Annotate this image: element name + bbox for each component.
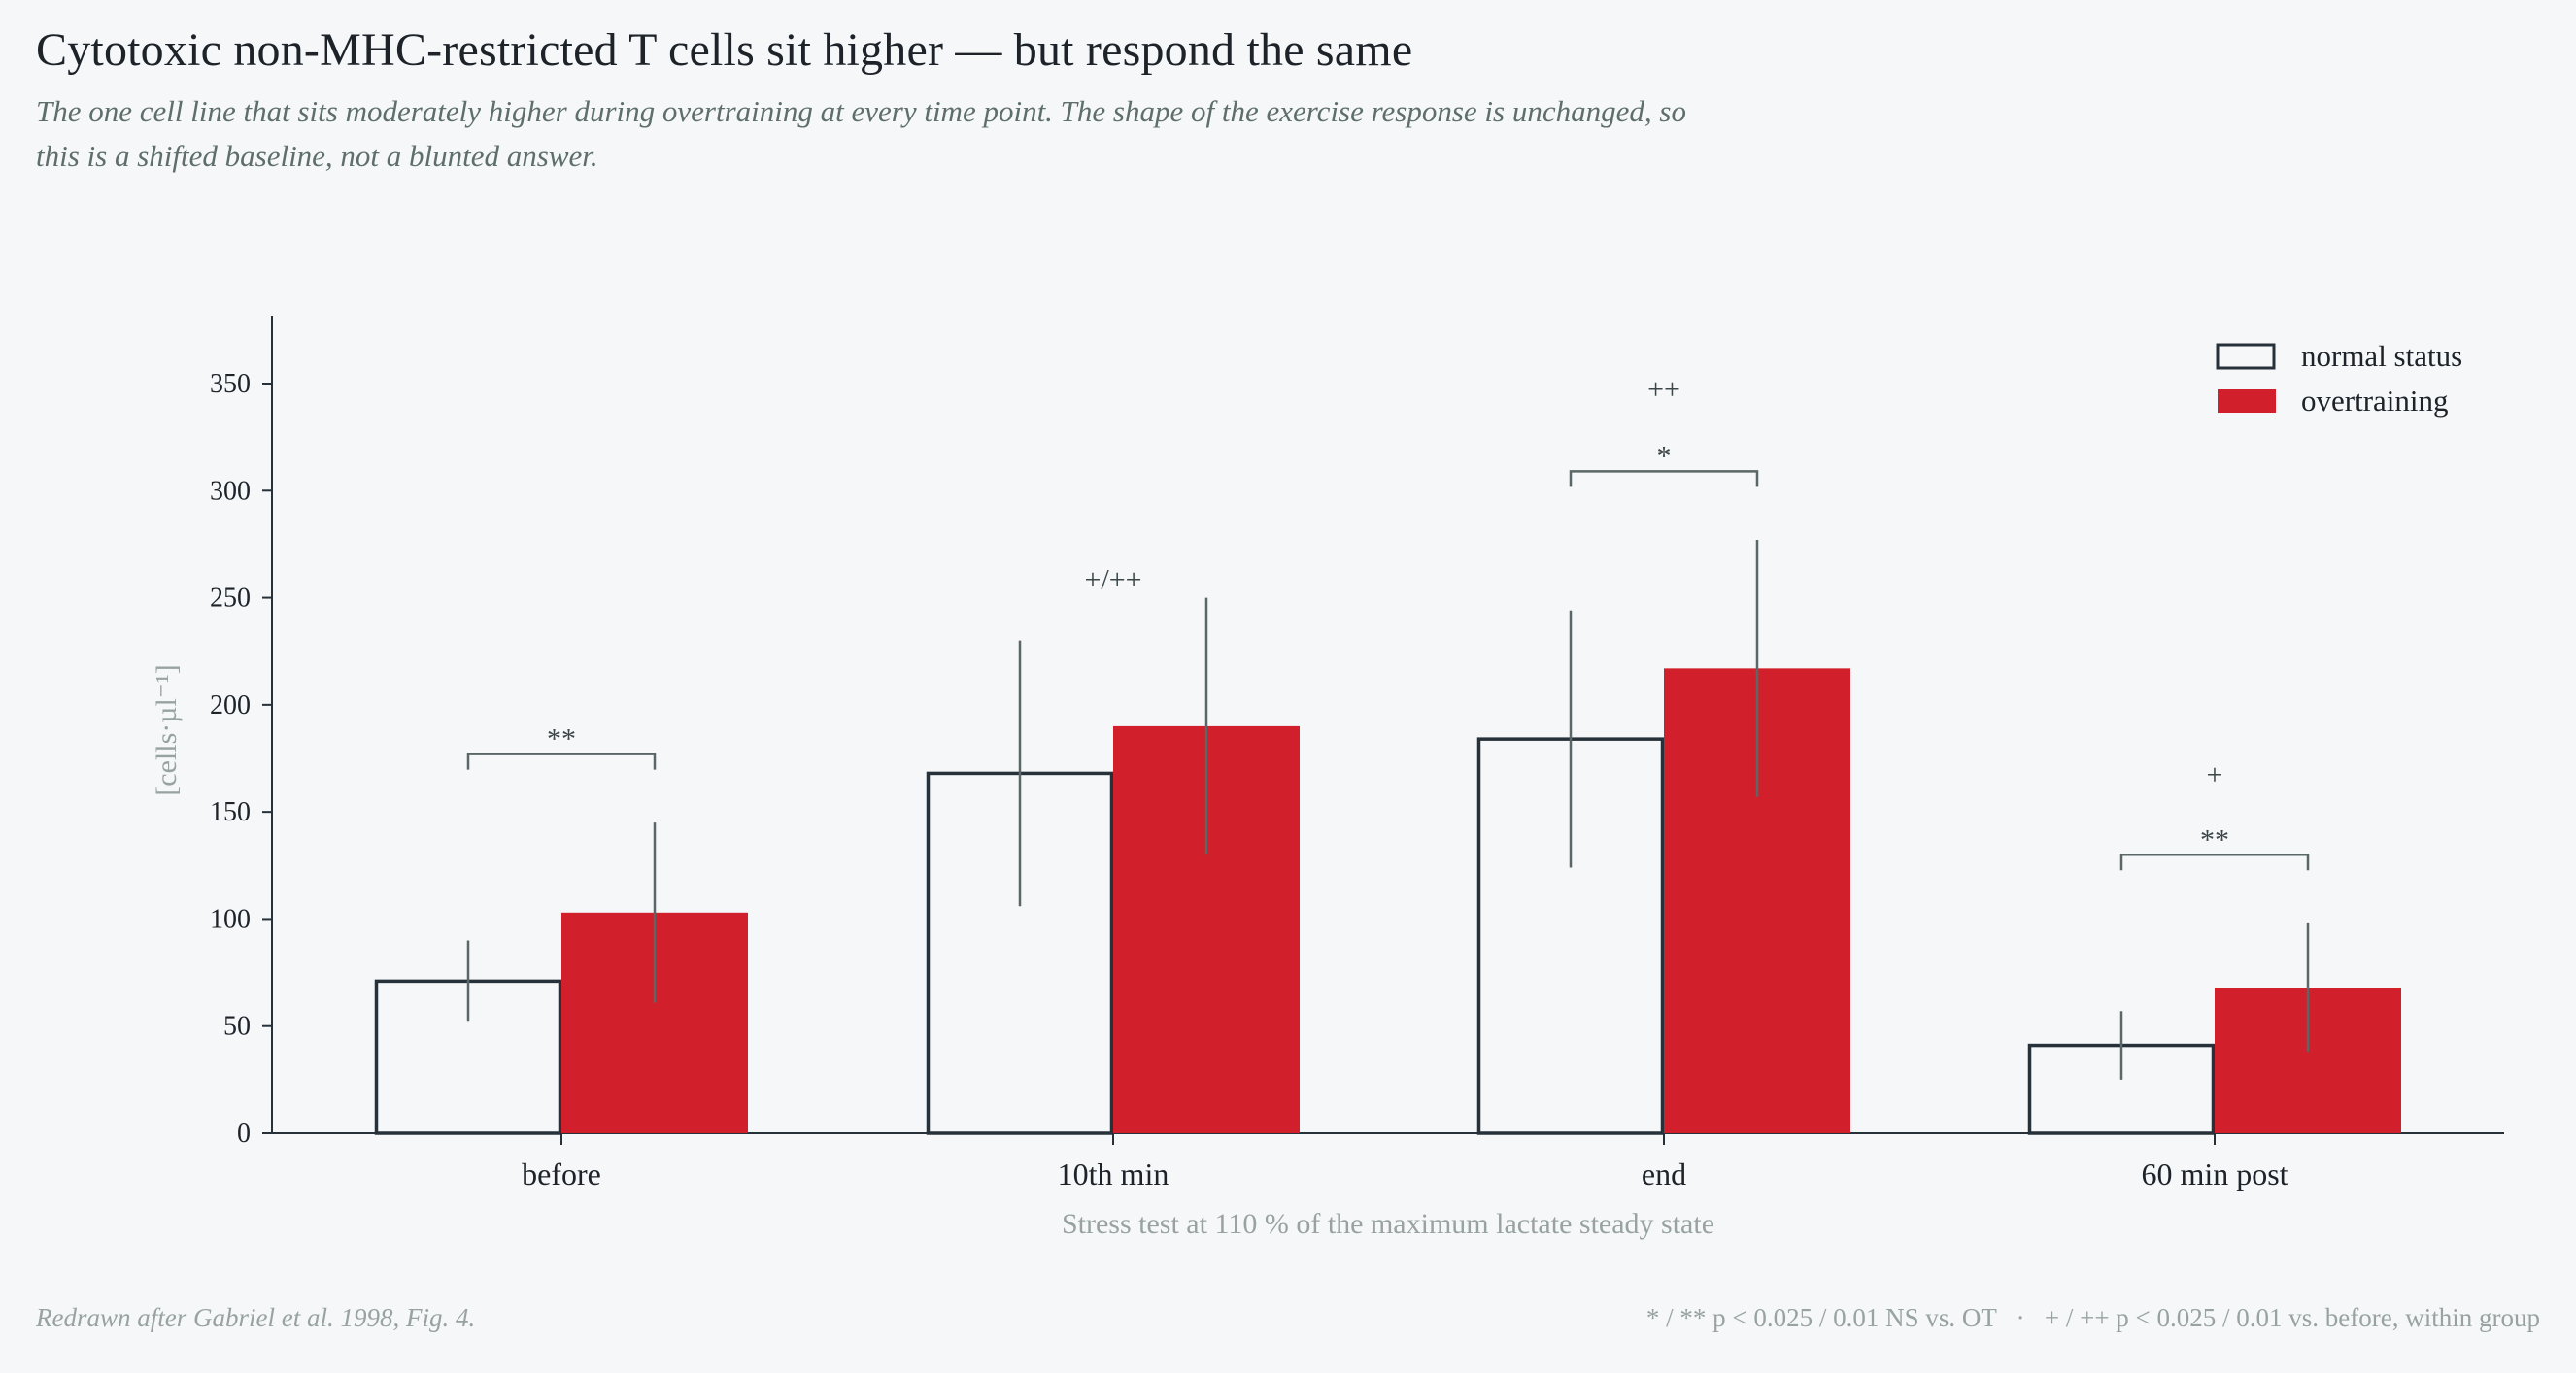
chart-title: Cytotoxic non-MHC-restricted T cells sit… bbox=[36, 24, 1413, 76]
chart-subtitle: The one cell line that sits moderately h… bbox=[36, 94, 1686, 173]
y-tick-label: 150 bbox=[210, 797, 251, 827]
x-tick-label: before bbox=[522, 1156, 601, 1191]
x-axis-label: Stress test at 110 % of the maximum lact… bbox=[1062, 1208, 1714, 1240]
y-tick-label: 0 bbox=[237, 1119, 251, 1149]
y-tick-label: 300 bbox=[210, 476, 251, 506]
significance-legend: * / ** p < 0.025 / 0.01 NS vs. OT · + / … bbox=[1646, 1303, 2540, 1333]
significance-separator: · bbox=[2016, 1303, 2025, 1332]
y-tick-label: 50 bbox=[223, 1012, 251, 1042]
x-tick-label: 60 min post bbox=[2141, 1156, 2288, 1191]
significance-note-between: * / ** p < 0.025 / 0.01 NS vs. OT bbox=[1645, 1303, 1997, 1332]
within-group-mark: + bbox=[2207, 758, 2223, 790]
source-note: Redrawn after Gabriel et al. 1998, Fig. … bbox=[36, 1303, 476, 1332]
significance-bracket bbox=[2119, 854, 2310, 871]
y-tick-label: 200 bbox=[210, 690, 251, 720]
significance-bracket bbox=[466, 753, 657, 770]
x-tick-label: end bbox=[1642, 1156, 1686, 1191]
y-axis-label: [cells·µl⁻¹] bbox=[151, 664, 183, 795]
significance-label: ** bbox=[547, 723, 576, 755]
within-group-mark: +/++ bbox=[1084, 564, 1141, 596]
legend-label-overtraining: overtraining bbox=[2301, 384, 2449, 418]
significance-bracket bbox=[1569, 470, 1759, 487]
x-tick-label: 10th min bbox=[1058, 1156, 1169, 1191]
y-tick-label: 100 bbox=[210, 904, 251, 934]
significance-label: * bbox=[1657, 440, 1672, 472]
y-tick-label: 250 bbox=[210, 584, 251, 614]
significance-note-within: + / ++ p < 0.025 / 0.01 vs. before, with… bbox=[2044, 1303, 2540, 1332]
legend-swatch-overtraining bbox=[2218, 389, 2276, 413]
significance-label: ** bbox=[2200, 823, 2229, 855]
legend-swatch-normal-status bbox=[2216, 343, 2276, 370]
within-group-mark: ++ bbox=[1647, 373, 1680, 405]
legend-label-normal-status: normal status bbox=[2301, 339, 2462, 373]
y-tick-label: 350 bbox=[210, 369, 251, 399]
